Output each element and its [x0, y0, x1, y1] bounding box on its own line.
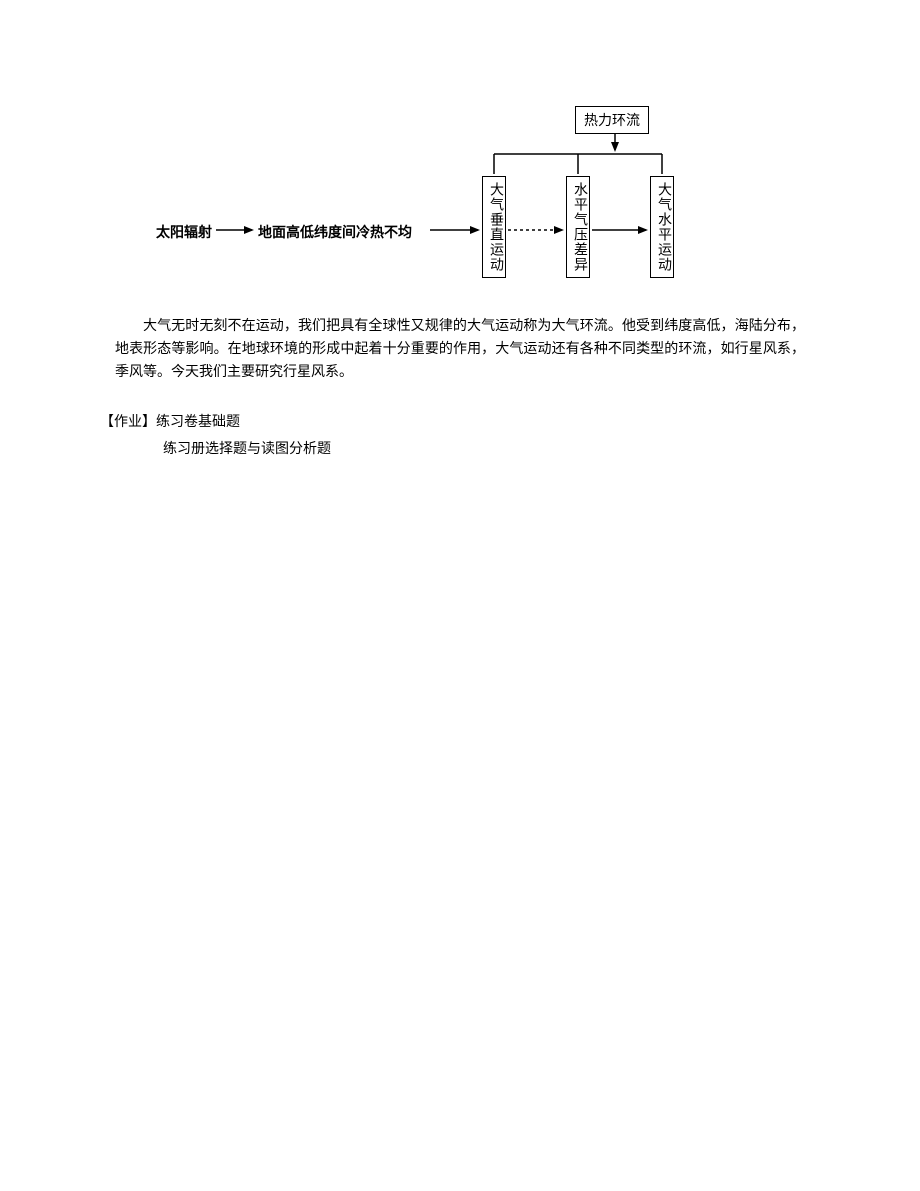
node-label: 大气水平运动: [656, 182, 671, 272]
node-horizontal-motion: 大气水平运动: [650, 176, 674, 278]
diagram-connectors: [150, 90, 770, 310]
node-solar-radiation: 太阳辐射: [156, 222, 212, 242]
node-label: 地面高低纬度间冷热不均: [258, 226, 412, 241]
node-label: 太阳辐射: [156, 226, 212, 241]
homework-item-2: 练习册选择题与读图分析题: [163, 442, 331, 457]
node-label: 大气垂直运动: [488, 182, 503, 272]
node-label: 热力环流: [584, 114, 640, 129]
explanation-paragraph: 大气无时无刻不在运动，我们把具有全球性又规律的大气运动称为大气环流。他受到纬度高…: [115, 315, 805, 384]
node-thermal-circulation: 热力环流: [575, 106, 649, 134]
node-pressure-difference: 水平气压差异: [566, 176, 590, 278]
node-uneven-heating: 地面高低纬度间冷热不均: [258, 222, 412, 242]
homework-section: 【作业】练习卷基础题 练习册选择题与读图分析题: [100, 410, 800, 463]
node-vertical-motion: 大气垂直运动: [482, 176, 506, 278]
node-label: 水平气压差异: [572, 182, 587, 272]
homework-item-1: 练习卷基础题: [156, 415, 240, 430]
paragraph-text: 大气无时无刻不在运动，我们把具有全球性又规律的大气运动称为大气环流。他受到纬度高…: [115, 319, 805, 380]
homework-line-2: 练习册选择题与读图分析题: [100, 437, 800, 464]
thermal-circulation-diagram: 热力环流 太阳辐射 地面高低纬度间冷热不均 大气垂直运动 水平气压差异 大气水平…: [150, 90, 770, 310]
homework-line-1: 【作业】练习卷基础题: [100, 410, 800, 437]
homework-heading: 【作业】: [100, 415, 156, 430]
